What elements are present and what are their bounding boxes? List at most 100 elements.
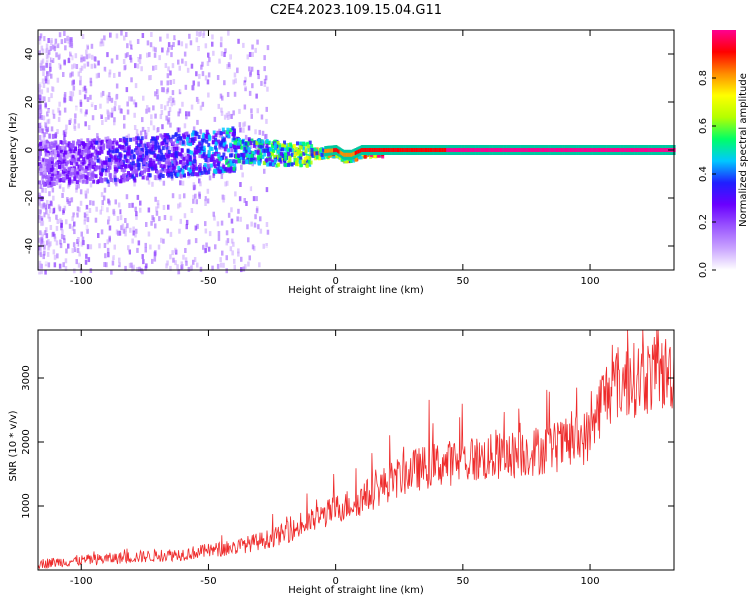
spectrogram-cell <box>45 240 49 246</box>
spectrogram-cell <box>230 114 233 119</box>
spectrogram-cell <box>55 240 59 246</box>
spectrogram-cell <box>257 74 260 80</box>
spectrogram-cell <box>217 231 221 236</box>
spectrogram-cell <box>112 208 116 214</box>
spectrogram-cell <box>259 156 263 161</box>
spectrogram-cell <box>59 157 63 162</box>
spectrogram-cell <box>172 144 176 149</box>
spectrogram-cell <box>234 145 238 150</box>
spectrogram-cell <box>238 108 241 114</box>
spectrogram-cell <box>304 149 308 154</box>
spectrogram-cell <box>172 159 176 164</box>
spectrogram-cell <box>71 158 75 163</box>
ridge-cell <box>638 148 640 152</box>
spectrogram-cell <box>124 173 128 178</box>
spectrogram-cell <box>177 140 181 145</box>
spectrogram-cell <box>253 140 257 145</box>
spectrogram-cell <box>152 105 155 111</box>
spectrogram-cell <box>58 154 62 159</box>
spectrogram-cell <box>302 151 306 156</box>
spectrogram-cell <box>298 141 302 146</box>
spectrogram-cell <box>237 159 241 164</box>
spectrogram-cell <box>200 170 204 175</box>
spectrogram-cell <box>61 145 65 150</box>
spectrogram-cell <box>97 138 101 143</box>
ridge-cell <box>484 148 487 152</box>
spectrogram-cell <box>281 143 285 148</box>
spectrogram-cell <box>235 155 239 160</box>
spectrogram-cell <box>250 113 253 119</box>
ridge-cell <box>387 148 390 152</box>
spectrogram-cell <box>141 153 145 158</box>
spectrogram-cell <box>41 180 45 185</box>
spectrogram-cell <box>211 204 215 209</box>
spectrogram-cell <box>71 225 75 231</box>
spectrogram-cell <box>135 57 139 63</box>
spectrogram-cell <box>50 143 54 148</box>
spectrogram-cell <box>100 192 104 198</box>
spectrogram-cell <box>275 163 279 168</box>
spectrogram-cell <box>212 92 215 98</box>
spectrogram-cell <box>215 158 219 163</box>
ridge-cell <box>530 148 532 152</box>
spectrogram-cell <box>253 160 257 165</box>
spectrogram-cell <box>94 105 97 110</box>
spectrogram-cell <box>110 97 114 103</box>
spectrogram-cell <box>166 80 169 86</box>
spectrogram-cell <box>38 209 41 214</box>
spectrogram-cell <box>175 146 178 151</box>
spectrogram-cell <box>240 165 243 170</box>
spectrogram-cell <box>58 32 62 38</box>
spectrogram-cell <box>74 215 77 221</box>
ridge-cell <box>607 148 610 152</box>
spectrogram-cell <box>165 220 168 226</box>
spectrogram-cell <box>284 152 287 157</box>
spectrogram-cell <box>56 219 59 224</box>
spectrogram-cell <box>57 116 61 122</box>
spectrogram-cell <box>222 152 226 157</box>
spectrogram-cell <box>133 181 136 187</box>
spectrogram-cell <box>308 162 312 167</box>
spectrogram-cell <box>70 197 74 203</box>
spectrogram-cell <box>192 80 195 86</box>
spectrogram-cell <box>47 245 50 251</box>
spectrogram-cell <box>75 107 78 113</box>
spectrogram-cell <box>218 169 222 174</box>
spectrogram-cell <box>211 34 214 40</box>
spectrogram-cell <box>88 161 92 166</box>
spectrogram-cell <box>204 75 208 81</box>
spectrogram-cell <box>51 109 55 115</box>
spectrogram-cell <box>41 228 45 234</box>
ridge-cell <box>373 148 376 152</box>
spectrogram-cell <box>42 83 46 88</box>
spectrogram-cell <box>75 174 79 179</box>
ridge-cell <box>588 148 591 152</box>
spectrogram-cell <box>130 44 133 50</box>
spectrogram-cell <box>41 48 45 54</box>
spectrogram-cell <box>97 31 100 36</box>
spectrogram-cell <box>56 77 60 83</box>
spectrogram-cell <box>242 152 246 157</box>
spectrogram-cell <box>79 268 83 274</box>
spectrogram-cell <box>103 161 107 166</box>
spectrogram-cell <box>245 159 249 164</box>
spectrogram-cell <box>132 165 136 170</box>
spectrogram-cell <box>296 162 300 167</box>
spectrogram-cell <box>198 168 202 173</box>
snr-series-line <box>37 329 675 570</box>
snr-frame <box>37 329 675 571</box>
spectrogram-cell <box>193 172 197 177</box>
spectrogram-cell <box>221 95 224 101</box>
ridge-cell <box>590 148 592 152</box>
spectrogram-cell <box>118 138 122 143</box>
ridge-cell <box>333 148 335 153</box>
spectrogram-cell <box>144 155 148 160</box>
spectrogram-cell <box>100 160 104 165</box>
ridge-cell <box>474 148 476 152</box>
ridge-cell <box>441 148 443 152</box>
spectrogram-cell <box>185 159 189 164</box>
spectrogram-cell <box>192 194 195 200</box>
spectrogram-cell <box>220 107 223 113</box>
spectrogram-cell <box>38 214 41 220</box>
